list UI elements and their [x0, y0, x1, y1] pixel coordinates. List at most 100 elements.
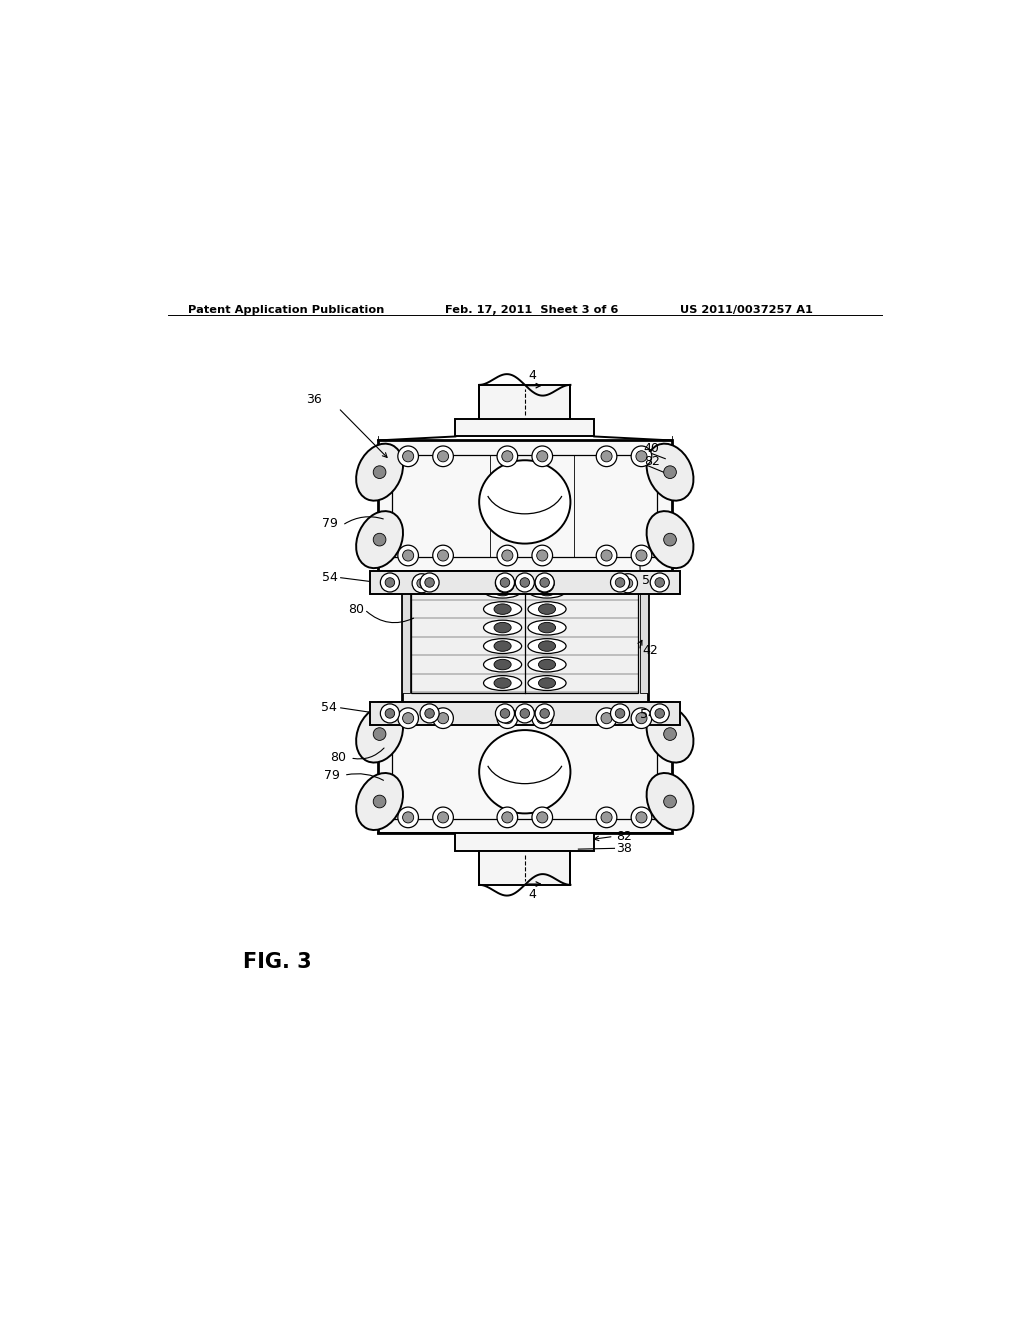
Circle shape — [631, 807, 652, 828]
Ellipse shape — [539, 640, 556, 651]
Text: 4: 4 — [528, 888, 537, 900]
Circle shape — [636, 450, 647, 462]
Circle shape — [412, 574, 431, 593]
Ellipse shape — [539, 603, 556, 614]
Circle shape — [615, 709, 625, 718]
Text: 4: 4 — [528, 368, 537, 381]
Circle shape — [601, 812, 612, 822]
Circle shape — [433, 446, 454, 466]
Text: 80: 80 — [331, 751, 346, 764]
Text: 80: 80 — [348, 603, 365, 616]
Circle shape — [531, 446, 553, 466]
Text: 40: 40 — [644, 442, 659, 455]
Circle shape — [537, 812, 548, 822]
Circle shape — [531, 807, 553, 828]
Circle shape — [417, 578, 426, 587]
Text: Feb. 17, 2011  Sheet 3 of 6: Feb. 17, 2011 Sheet 3 of 6 — [445, 305, 618, 314]
Bar — [378, 441, 672, 572]
Ellipse shape — [539, 659, 556, 669]
Circle shape — [636, 812, 647, 822]
Circle shape — [373, 466, 386, 479]
Circle shape — [536, 573, 554, 591]
Text: 82: 82 — [644, 455, 659, 469]
Circle shape — [664, 727, 677, 741]
Ellipse shape — [479, 730, 570, 813]
Circle shape — [420, 573, 439, 591]
Circle shape — [437, 450, 449, 462]
Ellipse shape — [483, 602, 521, 616]
Circle shape — [596, 446, 616, 466]
Ellipse shape — [356, 444, 403, 500]
Text: 36: 36 — [306, 393, 323, 407]
Circle shape — [496, 704, 514, 723]
Circle shape — [650, 704, 670, 723]
Circle shape — [537, 713, 548, 723]
Circle shape — [500, 709, 510, 718]
Ellipse shape — [539, 677, 556, 688]
Ellipse shape — [646, 774, 693, 830]
Circle shape — [601, 550, 612, 561]
Ellipse shape — [646, 511, 693, 568]
Circle shape — [615, 578, 625, 587]
Circle shape — [496, 574, 514, 593]
Circle shape — [596, 708, 616, 729]
Bar — [479, 850, 570, 884]
Circle shape — [540, 578, 550, 587]
Bar — [456, 418, 594, 437]
Circle shape — [520, 709, 529, 718]
Circle shape — [650, 573, 670, 591]
Ellipse shape — [494, 659, 511, 669]
Ellipse shape — [528, 620, 566, 635]
Circle shape — [537, 450, 548, 462]
Circle shape — [433, 545, 454, 566]
Circle shape — [520, 578, 529, 587]
Circle shape — [402, 450, 414, 462]
Bar — [401, 581, 410, 693]
Circle shape — [402, 550, 414, 561]
Ellipse shape — [539, 622, 556, 632]
Circle shape — [624, 578, 633, 587]
Circle shape — [385, 578, 394, 587]
Circle shape — [373, 795, 386, 808]
Ellipse shape — [494, 677, 511, 688]
Text: 54: 54 — [640, 708, 655, 721]
Circle shape — [397, 446, 419, 466]
Ellipse shape — [646, 444, 693, 500]
Ellipse shape — [483, 639, 521, 653]
Ellipse shape — [528, 639, 566, 653]
Circle shape — [497, 545, 518, 566]
Circle shape — [601, 713, 612, 723]
Circle shape — [664, 533, 677, 546]
Circle shape — [655, 709, 665, 718]
Ellipse shape — [494, 585, 511, 595]
Bar — [412, 581, 638, 693]
Circle shape — [502, 713, 513, 723]
Ellipse shape — [356, 511, 403, 568]
Circle shape — [540, 578, 550, 587]
Text: Patent Application Publication: Patent Application Publication — [187, 305, 384, 314]
Circle shape — [402, 812, 414, 822]
Circle shape — [515, 573, 535, 591]
Circle shape — [536, 704, 554, 723]
Ellipse shape — [646, 706, 693, 763]
Text: 79: 79 — [324, 768, 340, 781]
Circle shape — [596, 807, 616, 828]
Ellipse shape — [539, 585, 556, 595]
Circle shape — [537, 550, 548, 561]
Circle shape — [531, 545, 553, 566]
Circle shape — [373, 533, 386, 546]
Circle shape — [540, 709, 550, 718]
Bar — [392, 717, 657, 818]
Text: 42: 42 — [642, 644, 658, 657]
Bar — [370, 702, 680, 725]
Ellipse shape — [528, 676, 566, 690]
Circle shape — [373, 727, 386, 741]
Ellipse shape — [483, 657, 521, 672]
Circle shape — [380, 573, 399, 591]
Circle shape — [515, 704, 535, 723]
Circle shape — [497, 807, 518, 828]
Circle shape — [502, 812, 513, 822]
Circle shape — [536, 574, 554, 593]
Bar — [640, 581, 648, 693]
Circle shape — [420, 704, 439, 723]
